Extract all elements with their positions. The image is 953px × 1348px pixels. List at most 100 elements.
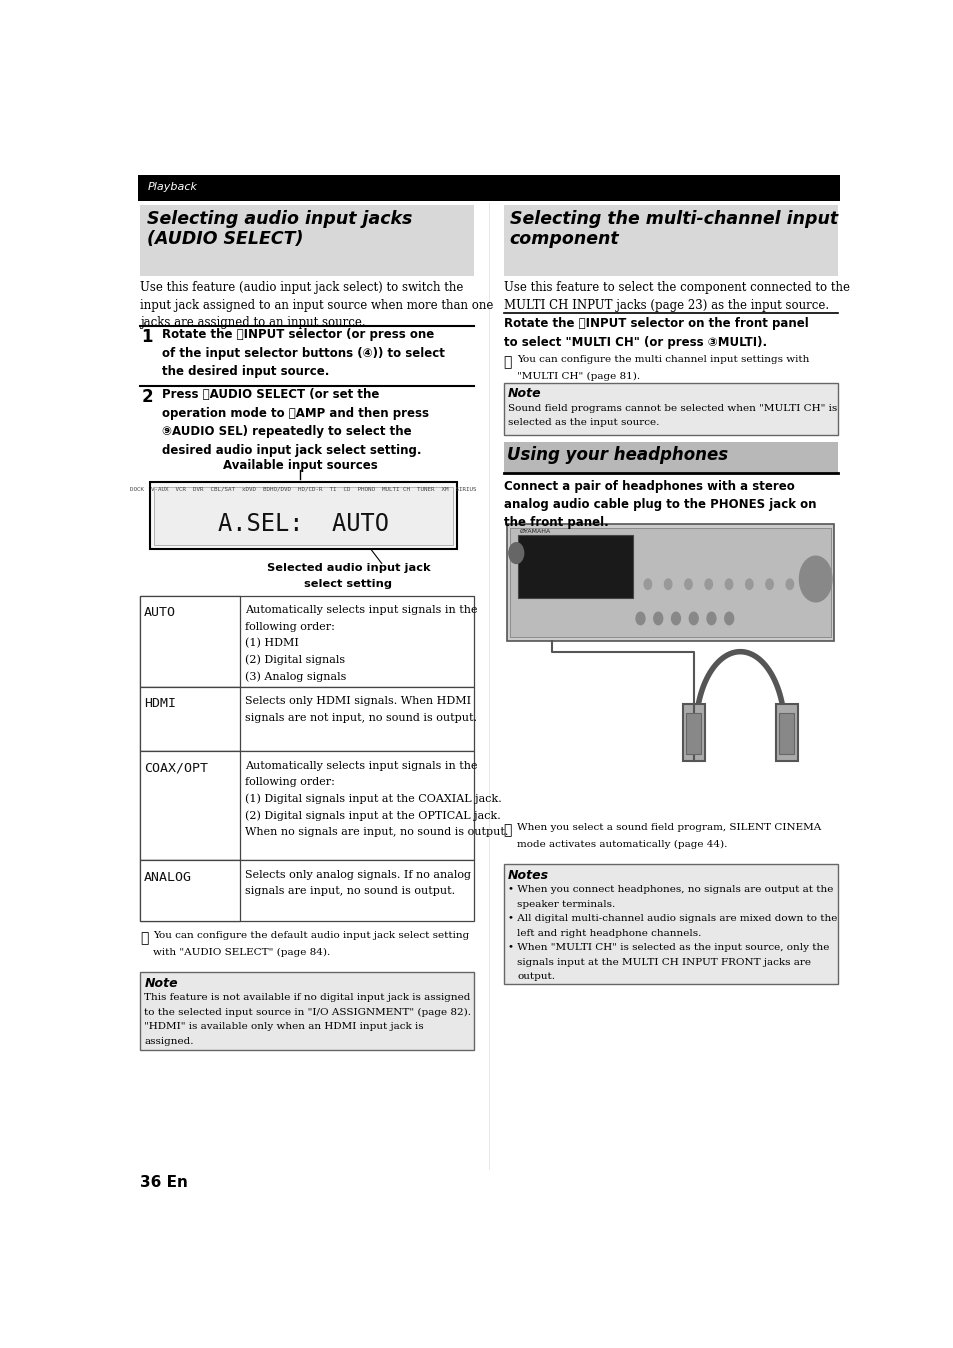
- Bar: [507, 524, 833, 642]
- Circle shape: [745, 580, 752, 589]
- Text: with "AUDIO SELECT" (page 84).: with "AUDIO SELECT" (page 84).: [153, 948, 330, 957]
- Text: • All digital multi-channel audio signals are mixed down to the: • All digital multi-channel audio signal…: [508, 914, 837, 923]
- Text: analog audio cable plug to the PHONES jack on: analog audio cable plug to the PHONES ja…: [503, 497, 816, 511]
- Text: Selected audio input jack: Selected audio input jack: [266, 563, 430, 573]
- Text: AUTO: AUTO: [144, 607, 175, 619]
- Text: Selects only analog signals. If no analog: Selects only analog signals. If no analo…: [245, 869, 471, 880]
- Text: Press ⒹAUDIO SELECT (or set the: Press ⒹAUDIO SELECT (or set the: [162, 388, 379, 402]
- Text: Rotate the ⒸINPUT selector on the front panel: Rotate the ⒸINPUT selector on the front …: [503, 318, 807, 330]
- Text: ØYAMAHA: ØYAMAHA: [519, 530, 551, 534]
- Text: When no signals are input, no sound is output.: When no signals are input, no sound is o…: [245, 828, 508, 837]
- Text: 1: 1: [141, 328, 152, 346]
- Bar: [685, 713, 700, 755]
- Bar: [503, 205, 837, 276]
- Text: Automatically selects input signals in the: Automatically selects input signals in t…: [245, 760, 476, 771]
- Bar: [140, 687, 239, 751]
- Text: to select "MULTI CH" (or press ③MULTI).: to select "MULTI CH" (or press ③MULTI).: [503, 336, 766, 349]
- Text: ★: ★: [503, 822, 512, 837]
- Bar: [137, 175, 840, 201]
- Text: Playback: Playback: [147, 182, 197, 191]
- Text: to the selected input source in "I/O ASSIGNMENT" (page 82).: to the selected input source in "I/O ASS…: [144, 1008, 471, 1016]
- Bar: [140, 205, 474, 276]
- Text: (1) Digital signals input at the COAXIAL jack.: (1) Digital signals input at the COAXIAL…: [245, 794, 501, 805]
- Text: (3) Analog signals: (3) Analog signals: [245, 671, 346, 682]
- Bar: [140, 596, 239, 687]
- Bar: [503, 383, 837, 435]
- Text: (1) HDMI: (1) HDMI: [245, 638, 298, 648]
- Text: select setting: select setting: [304, 580, 392, 589]
- Circle shape: [671, 612, 679, 624]
- Text: signals are not input, no sound is output.: signals are not input, no sound is outpu…: [245, 713, 476, 723]
- Text: operation mode to ⓔAMP and then press: operation mode to ⓔAMP and then press: [162, 407, 429, 419]
- Text: Note: Note: [144, 976, 178, 989]
- Text: selected as the input source.: selected as the input source.: [508, 418, 659, 427]
- Circle shape: [689, 612, 698, 624]
- Text: Using your headphones: Using your headphones: [507, 446, 728, 464]
- Text: Use this feature to select the component connected to the: Use this feature to select the component…: [503, 282, 849, 294]
- Circle shape: [643, 580, 651, 589]
- Text: Available input sources: Available input sources: [223, 458, 377, 472]
- Bar: [518, 535, 633, 597]
- Text: "MULTI CH" (page 81).: "MULTI CH" (page 81).: [517, 372, 639, 380]
- Text: Sound field programs cannot be selected when "MULTI CH" is: Sound field programs cannot be selected …: [508, 403, 837, 412]
- Bar: [775, 704, 797, 760]
- Text: signals input at the MULTI CH INPUT FRONT jacks are: signals input at the MULTI CH INPUT FRON…: [517, 958, 810, 967]
- Text: jacks are assigned to an input source.: jacks are assigned to an input source.: [140, 317, 365, 329]
- Text: mode activates automatically (page 44).: mode activates automatically (page 44).: [517, 840, 726, 849]
- Text: desired audio input jack select setting.: desired audio input jack select setting.: [162, 443, 421, 457]
- Bar: [140, 972, 474, 1050]
- Text: This feature is not available if no digital input jack is assigned: This feature is not available if no digi…: [144, 993, 470, 1002]
- Text: A.SEL:  AUTO: A.SEL: AUTO: [218, 512, 389, 535]
- Text: (AUDIO SELECT): (AUDIO SELECT): [147, 231, 303, 248]
- Bar: [682, 704, 704, 760]
- Text: component: component: [509, 231, 618, 248]
- Text: ANALOG: ANALOG: [144, 871, 192, 884]
- Text: DOCK  V-AUX  VCR  DVR  CBL/SAT  xDVD  BDHO/DVD  HD/CD-R  TI  CD  PHONO  MULTI CH: DOCK V-AUX VCR DVR CBL/SAT xDVD BDHO/DVD…: [131, 487, 476, 492]
- Text: You can configure the multi channel input settings with: You can configure the multi channel inpu…: [517, 355, 808, 364]
- Text: Selecting the multi-channel input: Selecting the multi-channel input: [509, 209, 837, 228]
- Text: signals are input, no sound is output.: signals are input, no sound is output.: [245, 886, 455, 896]
- Text: left and right headphone channels.: left and right headphone channels.: [517, 929, 700, 938]
- Text: ★: ★: [503, 355, 512, 369]
- Bar: [510, 528, 830, 638]
- Text: output.: output.: [517, 972, 555, 981]
- Text: following order:: following order:: [245, 621, 335, 632]
- Bar: [140, 860, 239, 921]
- Circle shape: [785, 580, 793, 589]
- Text: the front panel.: the front panel.: [503, 516, 608, 528]
- Text: the desired input source.: the desired input source.: [162, 365, 329, 379]
- Text: 2: 2: [141, 388, 152, 406]
- Text: Note: Note: [508, 387, 541, 400]
- Bar: [140, 687, 474, 751]
- Circle shape: [704, 580, 712, 589]
- Text: HDMI: HDMI: [144, 697, 175, 710]
- Text: When you select a sound field program, SILENT CINEMA: When you select a sound field program, S…: [517, 822, 821, 832]
- Bar: [140, 596, 474, 687]
- Text: • When "MULTI CH" is selected as the input source, only the: • When "MULTI CH" is selected as the inp…: [508, 944, 829, 952]
- Text: assigned.: assigned.: [144, 1037, 193, 1046]
- Bar: [140, 751, 239, 860]
- Circle shape: [724, 580, 732, 589]
- Text: ⑨AUDIO SEL) repeatedly to select the: ⑨AUDIO SEL) repeatedly to select the: [162, 426, 412, 438]
- Bar: [140, 751, 474, 860]
- Circle shape: [799, 557, 831, 601]
- Text: speaker terminals.: speaker terminals.: [517, 899, 615, 909]
- Text: Connect a pair of headphones with a stereo: Connect a pair of headphones with a ster…: [503, 480, 794, 493]
- Text: Rotate the ⒸINPUT selector (or press one: Rotate the ⒸINPUT selector (or press one: [162, 328, 434, 341]
- Circle shape: [653, 612, 662, 624]
- Text: ★: ★: [140, 931, 148, 945]
- Text: • When you connect headphones, no signals are output at the: • When you connect headphones, no signal…: [508, 886, 833, 894]
- Bar: [153, 487, 453, 545]
- Circle shape: [706, 612, 715, 624]
- Circle shape: [664, 580, 671, 589]
- Text: "HDMI" is available only when an HDMI input jack is: "HDMI" is available only when an HDMI in…: [144, 1022, 423, 1031]
- Text: MULTI CH INPUT jacks (page 23) as the input source.: MULTI CH INPUT jacks (page 23) as the in…: [503, 299, 828, 311]
- Text: Automatically selects input signals in the: Automatically selects input signals in t…: [245, 605, 476, 615]
- Text: input jack assigned to an input source when more than one: input jack assigned to an input source w…: [140, 299, 493, 311]
- Text: Notes: Notes: [508, 868, 549, 882]
- Text: COAX/OPT: COAX/OPT: [144, 762, 208, 775]
- Text: of the input selector buttons (④)) to select: of the input selector buttons (④)) to se…: [162, 346, 444, 360]
- Text: 36 En: 36 En: [140, 1175, 188, 1190]
- Bar: [140, 860, 474, 921]
- Circle shape: [684, 580, 692, 589]
